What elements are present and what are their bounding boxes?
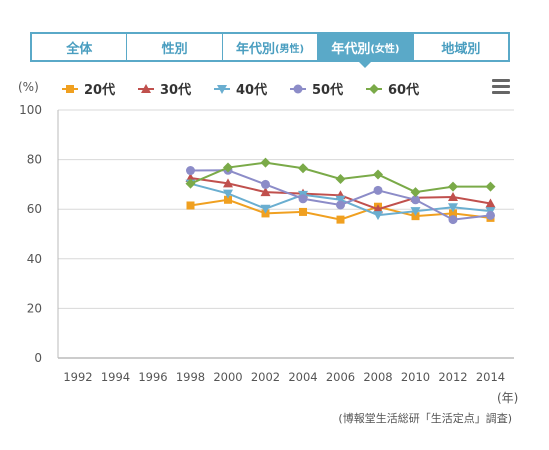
legend-marker: [217, 85, 227, 94]
x-tick-label: 2008: [363, 370, 392, 384]
x-tick-label: 1998: [176, 370, 205, 384]
y-axis-label: (%): [18, 80, 39, 94]
source-note: (博報堂生活総研「生活定点」調査): [338, 411, 512, 425]
data-point: [260, 187, 271, 197]
data-point: [260, 204, 271, 214]
legend-label: 60代: [388, 82, 419, 98]
data-point: [373, 169, 383, 180]
data-point: [299, 207, 307, 216]
chart-gridlines: [57, 109, 514, 359]
legend-item-3: 50代: [290, 82, 343, 98]
x-tick-label: 2002: [251, 370, 280, 384]
data-point: [224, 195, 232, 204]
legend-marker: [369, 84, 379, 94]
tab-sublabel: (男性): [274, 43, 305, 55]
data-point: [449, 209, 457, 218]
chart-legend: 20代 30代 40代 50代 60代: [62, 82, 419, 98]
data-point: [485, 198, 496, 208]
data-point: [298, 163, 308, 174]
legend-label: 30代: [160, 82, 191, 98]
y-axis: 0 20 40 60 80 100: [19, 103, 42, 365]
category-tabs: 全体 性別 年代別 (男性) 年代別 (女性) 地域別: [30, 32, 510, 68]
x-tick-label: 1994: [101, 370, 130, 384]
tab-sublabel: (女性): [370, 43, 400, 55]
data-point: [448, 203, 458, 213]
data-point: [411, 195, 420, 205]
x-tick-label: 1992: [63, 370, 92, 384]
data-point: [373, 211, 383, 221]
x-tick-label: 1996: [138, 370, 167, 384]
y-tick-label: 0: [34, 351, 42, 365]
tab-label: 年代別: [235, 41, 275, 57]
data-point: [373, 185, 383, 195]
tab-label: 年代別: [331, 41, 371, 57]
legend-marker: [66, 85, 74, 93]
data-point: [223, 162, 233, 173]
tab-2[interactable]: 年代別 (男性): [222, 34, 319, 60]
data-point: [335, 195, 346, 205]
legend-item-2: 40代: [214, 82, 267, 98]
data-point: [186, 166, 195, 176]
data-point: [186, 201, 195, 210]
data-point: [486, 210, 495, 220]
x-tick-label: 2010: [401, 370, 430, 384]
legend-label: 20代: [84, 82, 115, 98]
x-tick-label: 2000: [213, 370, 242, 384]
chart-series: [185, 157, 496, 225]
legend-item-1: 30代: [138, 82, 191, 98]
x-axis: 1992 1994 1996 1998 2000 2002 2004 2006 2008 2010…: [63, 370, 505, 384]
legend-label: 40代: [236, 82, 267, 98]
data-point: [223, 189, 233, 199]
y-tick-label: 100: [19, 103, 42, 117]
data-point: [335, 173, 346, 184]
series-4: [185, 157, 496, 198]
legend-marker: [293, 84, 303, 94]
x-tick-label: 2014: [476, 370, 505, 384]
legend-item-4: 60代: [366, 82, 419, 98]
hamburger-menu-icon[interactable]: [488, 74, 514, 98]
data-point: [336, 200, 345, 210]
y-tick-label: 80: [27, 153, 42, 167]
tab-4[interactable]: 地域別: [413, 34, 509, 60]
data-point: [448, 181, 458, 192]
tab-0[interactable]: 全体: [32, 34, 128, 60]
data-point: [223, 178, 233, 188]
data-point: [485, 181, 496, 192]
data-point: [336, 215, 345, 224]
data-point: [448, 192, 458, 202]
x-axis-label: (年): [497, 391, 518, 405]
tab-3[interactable]: 年代別 (女性): [318, 34, 414, 68]
data-point: [448, 215, 458, 225]
data-point: [373, 204, 383, 214]
data-point: [185, 178, 196, 189]
tab-label: 地域別: [441, 41, 481, 57]
tab-1[interactable]: 性別: [127, 34, 223, 60]
data-point: [410, 187, 421, 198]
legend-item-0: 20代: [62, 82, 115, 98]
y-tick-label: 20: [27, 301, 42, 315]
y-tick-label: 40: [27, 252, 42, 266]
legend-label: 50代: [312, 82, 343, 98]
x-tick-label: 2012: [438, 370, 467, 384]
data-point: [260, 157, 271, 168]
data-point: [410, 207, 421, 217]
data-point: [298, 194, 308, 204]
data-point: [261, 179, 270, 189]
x-tick-label: 2004: [288, 370, 317, 384]
x-tick-label: 2006: [326, 370, 355, 384]
legend-marker: [141, 84, 151, 93]
tab-label: 性別: [161, 41, 188, 57]
tab-label: 全体: [66, 41, 93, 57]
y-tick-label: 60: [27, 202, 42, 216]
